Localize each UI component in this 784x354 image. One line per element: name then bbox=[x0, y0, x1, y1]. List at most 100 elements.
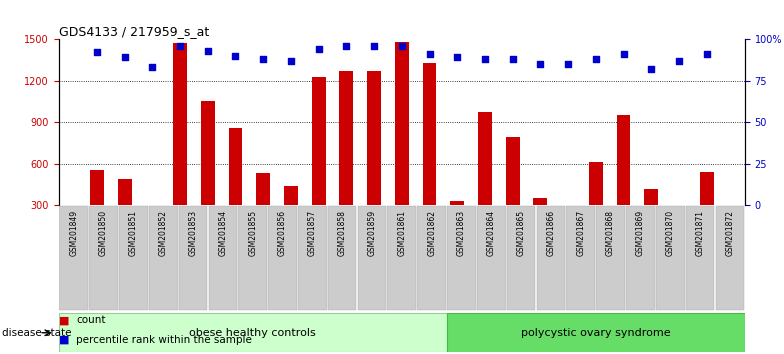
Point bbox=[534, 61, 546, 67]
FancyBboxPatch shape bbox=[536, 206, 565, 310]
Bar bbox=[201, 101, 215, 247]
FancyBboxPatch shape bbox=[209, 206, 237, 310]
Text: GSM201862: GSM201862 bbox=[427, 210, 436, 256]
Point bbox=[201, 48, 214, 53]
Bar bbox=[644, 189, 659, 247]
Text: GSM201866: GSM201866 bbox=[546, 210, 555, 256]
FancyBboxPatch shape bbox=[447, 313, 745, 352]
Point bbox=[368, 43, 380, 48]
Text: GSM201859: GSM201859 bbox=[368, 210, 376, 256]
Bar bbox=[423, 63, 437, 247]
FancyBboxPatch shape bbox=[59, 313, 447, 352]
Point bbox=[146, 64, 158, 70]
FancyBboxPatch shape bbox=[119, 206, 147, 310]
Text: disease state: disease state bbox=[2, 328, 72, 338]
Bar bbox=[256, 173, 270, 247]
Text: GSM201864: GSM201864 bbox=[487, 210, 495, 256]
Bar bbox=[90, 170, 103, 247]
Point bbox=[562, 61, 575, 67]
FancyBboxPatch shape bbox=[447, 206, 476, 310]
FancyBboxPatch shape bbox=[626, 206, 655, 310]
FancyBboxPatch shape bbox=[716, 206, 744, 310]
Text: count: count bbox=[76, 315, 106, 325]
Text: GSM201870: GSM201870 bbox=[666, 210, 675, 256]
Text: GSM201872: GSM201872 bbox=[725, 210, 735, 256]
Bar bbox=[616, 115, 630, 247]
Text: GSM201858: GSM201858 bbox=[338, 210, 347, 256]
Point bbox=[645, 66, 658, 72]
Point bbox=[700, 51, 713, 57]
Bar bbox=[284, 186, 298, 247]
Bar bbox=[173, 43, 187, 247]
Point bbox=[91, 50, 103, 55]
FancyBboxPatch shape bbox=[506, 206, 535, 310]
Point bbox=[285, 58, 297, 63]
Text: GSM201865: GSM201865 bbox=[517, 210, 525, 256]
Text: GSM201849: GSM201849 bbox=[69, 210, 78, 256]
Bar bbox=[339, 71, 354, 247]
Text: obese healthy controls: obese healthy controls bbox=[189, 328, 316, 338]
Point bbox=[118, 55, 131, 60]
Text: GSM201851: GSM201851 bbox=[129, 210, 138, 256]
Point bbox=[312, 46, 325, 52]
Text: GSM201856: GSM201856 bbox=[278, 210, 287, 256]
Text: GSM201863: GSM201863 bbox=[457, 210, 466, 256]
Bar bbox=[478, 113, 492, 247]
Text: GSM201850: GSM201850 bbox=[99, 210, 108, 256]
FancyBboxPatch shape bbox=[298, 206, 327, 310]
Text: GSM201871: GSM201871 bbox=[695, 210, 705, 256]
Bar bbox=[672, 206, 686, 247]
Text: ■: ■ bbox=[59, 315, 69, 325]
Point bbox=[229, 53, 241, 58]
Bar bbox=[700, 172, 713, 247]
Text: GSM201853: GSM201853 bbox=[188, 210, 198, 256]
Point bbox=[451, 55, 463, 60]
Bar bbox=[589, 162, 603, 247]
Bar bbox=[229, 128, 242, 247]
Point bbox=[257, 56, 270, 62]
FancyBboxPatch shape bbox=[238, 206, 267, 310]
Bar bbox=[367, 71, 381, 247]
Bar bbox=[450, 201, 464, 247]
FancyBboxPatch shape bbox=[358, 206, 387, 310]
Text: GSM201867: GSM201867 bbox=[576, 210, 586, 256]
Text: GSM201855: GSM201855 bbox=[249, 210, 257, 256]
Bar bbox=[533, 198, 547, 247]
Text: percentile rank within the sample: percentile rank within the sample bbox=[76, 335, 252, 345]
Bar bbox=[561, 205, 575, 247]
Point bbox=[423, 51, 436, 57]
FancyBboxPatch shape bbox=[566, 206, 595, 310]
Point bbox=[395, 43, 408, 48]
Text: GSM201857: GSM201857 bbox=[308, 210, 317, 256]
Text: GSM201861: GSM201861 bbox=[397, 210, 406, 256]
Text: GSM201854: GSM201854 bbox=[218, 210, 227, 256]
Bar bbox=[506, 137, 520, 247]
Point bbox=[479, 56, 492, 62]
FancyBboxPatch shape bbox=[477, 206, 506, 310]
FancyBboxPatch shape bbox=[328, 206, 357, 310]
Bar bbox=[395, 42, 408, 247]
FancyBboxPatch shape bbox=[387, 206, 416, 310]
Bar bbox=[312, 77, 325, 247]
Point bbox=[174, 43, 187, 48]
FancyBboxPatch shape bbox=[597, 206, 625, 310]
Point bbox=[506, 56, 519, 62]
FancyBboxPatch shape bbox=[89, 206, 118, 310]
Bar bbox=[118, 179, 132, 247]
FancyBboxPatch shape bbox=[149, 206, 177, 310]
Text: GDS4133 / 217959_s_at: GDS4133 / 217959_s_at bbox=[59, 25, 209, 38]
Text: ■: ■ bbox=[59, 335, 69, 345]
FancyBboxPatch shape bbox=[417, 206, 446, 310]
Text: polycystic ovary syndrome: polycystic ovary syndrome bbox=[521, 328, 670, 338]
FancyBboxPatch shape bbox=[60, 206, 88, 310]
FancyBboxPatch shape bbox=[686, 206, 714, 310]
Point bbox=[617, 51, 630, 57]
Point bbox=[590, 56, 602, 62]
Text: GSM201869: GSM201869 bbox=[636, 210, 645, 256]
Text: GSM201868: GSM201868 bbox=[606, 210, 615, 256]
FancyBboxPatch shape bbox=[268, 206, 297, 310]
Bar bbox=[145, 205, 159, 247]
FancyBboxPatch shape bbox=[179, 206, 207, 310]
Text: GSM201852: GSM201852 bbox=[158, 210, 168, 256]
Point bbox=[340, 43, 353, 48]
